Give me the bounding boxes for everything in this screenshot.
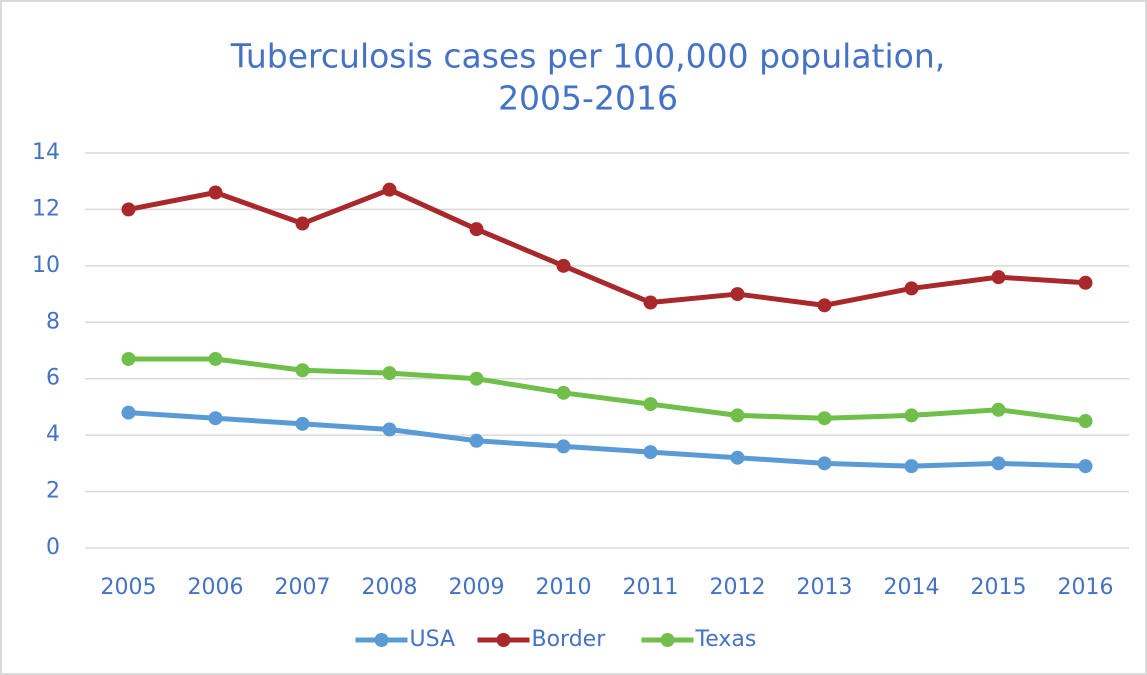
data-point <box>295 216 310 231</box>
data-point <box>295 416 310 431</box>
legend-marker <box>660 633 675 647</box>
data-point <box>817 456 832 471</box>
x-tick-label: 2012 <box>710 575 766 600</box>
data-point <box>1078 459 1093 474</box>
data-point <box>904 281 919 296</box>
data-point <box>208 351 223 366</box>
chart-title: Tuberculosis cases per 100,000 populatio… <box>230 37 946 76</box>
data-point <box>730 450 745 465</box>
x-tick-label: 2010 <box>536 575 592 600</box>
series-line <box>128 356 1086 424</box>
data-point <box>1078 275 1093 290</box>
y-tick-label: 4 <box>46 422 60 447</box>
y-tick-label: 14 <box>32 140 60 165</box>
legend-marker <box>374 633 389 647</box>
data-point <box>643 445 658 460</box>
data-point <box>730 287 745 302</box>
data-point <box>121 405 136 420</box>
data-point <box>121 351 136 366</box>
data-point <box>817 298 832 313</box>
data-point <box>1078 414 1093 429</box>
chart-title: 2005-2016 <box>498 79 678 118</box>
legend-label: USA <box>410 627 456 652</box>
legend-label: Texas <box>695 627 757 652</box>
data-point <box>382 422 397 437</box>
data-point <box>295 363 310 378</box>
y-tick-label: 10 <box>32 253 60 278</box>
x-tick-label: 2008 <box>362 575 418 600</box>
data-point <box>730 408 745 423</box>
y-tick-label: 6 <box>46 366 60 391</box>
x-tick-label: 2007 <box>275 575 331 600</box>
data-point <box>643 295 658 310</box>
data-point <box>991 270 1006 285</box>
data-point <box>991 402 1006 417</box>
x-tick-label: 2013 <box>797 575 853 600</box>
series-line <box>128 410 1086 469</box>
data-point <box>556 439 571 454</box>
data-point <box>643 397 658 412</box>
data-point <box>382 366 397 381</box>
x-tick-label: 2011 <box>623 575 679 600</box>
data-point <box>904 408 919 423</box>
data-point <box>469 433 484 448</box>
data-point <box>121 202 136 217</box>
x-tick-label: 2014 <box>884 575 940 600</box>
data-point <box>382 182 397 197</box>
data-point <box>469 222 484 237</box>
data-point <box>469 371 484 386</box>
data-point <box>904 459 919 474</box>
data-point <box>208 185 223 200</box>
y-tick-label: 0 <box>46 535 60 560</box>
y-tick-label: 8 <box>46 309 60 334</box>
legend-marker <box>496 633 511 647</box>
x-tick-label: 2016 <box>1058 575 1114 600</box>
x-tick-label: 2005 <box>101 575 157 600</box>
y-tick-label: 2 <box>46 479 60 504</box>
x-tick-label: 2009 <box>449 575 505 600</box>
x-tick-label: 2015 <box>971 575 1027 600</box>
data-point <box>817 411 832 426</box>
legend-label: Border <box>532 627 607 652</box>
data-point <box>556 385 571 400</box>
data-point <box>208 411 223 426</box>
series-line <box>128 187 1086 308</box>
y-tick-label: 12 <box>32 196 60 221</box>
x-tick-label: 2006 <box>188 575 244 600</box>
data-point <box>556 258 571 273</box>
data-point <box>991 456 1006 471</box>
